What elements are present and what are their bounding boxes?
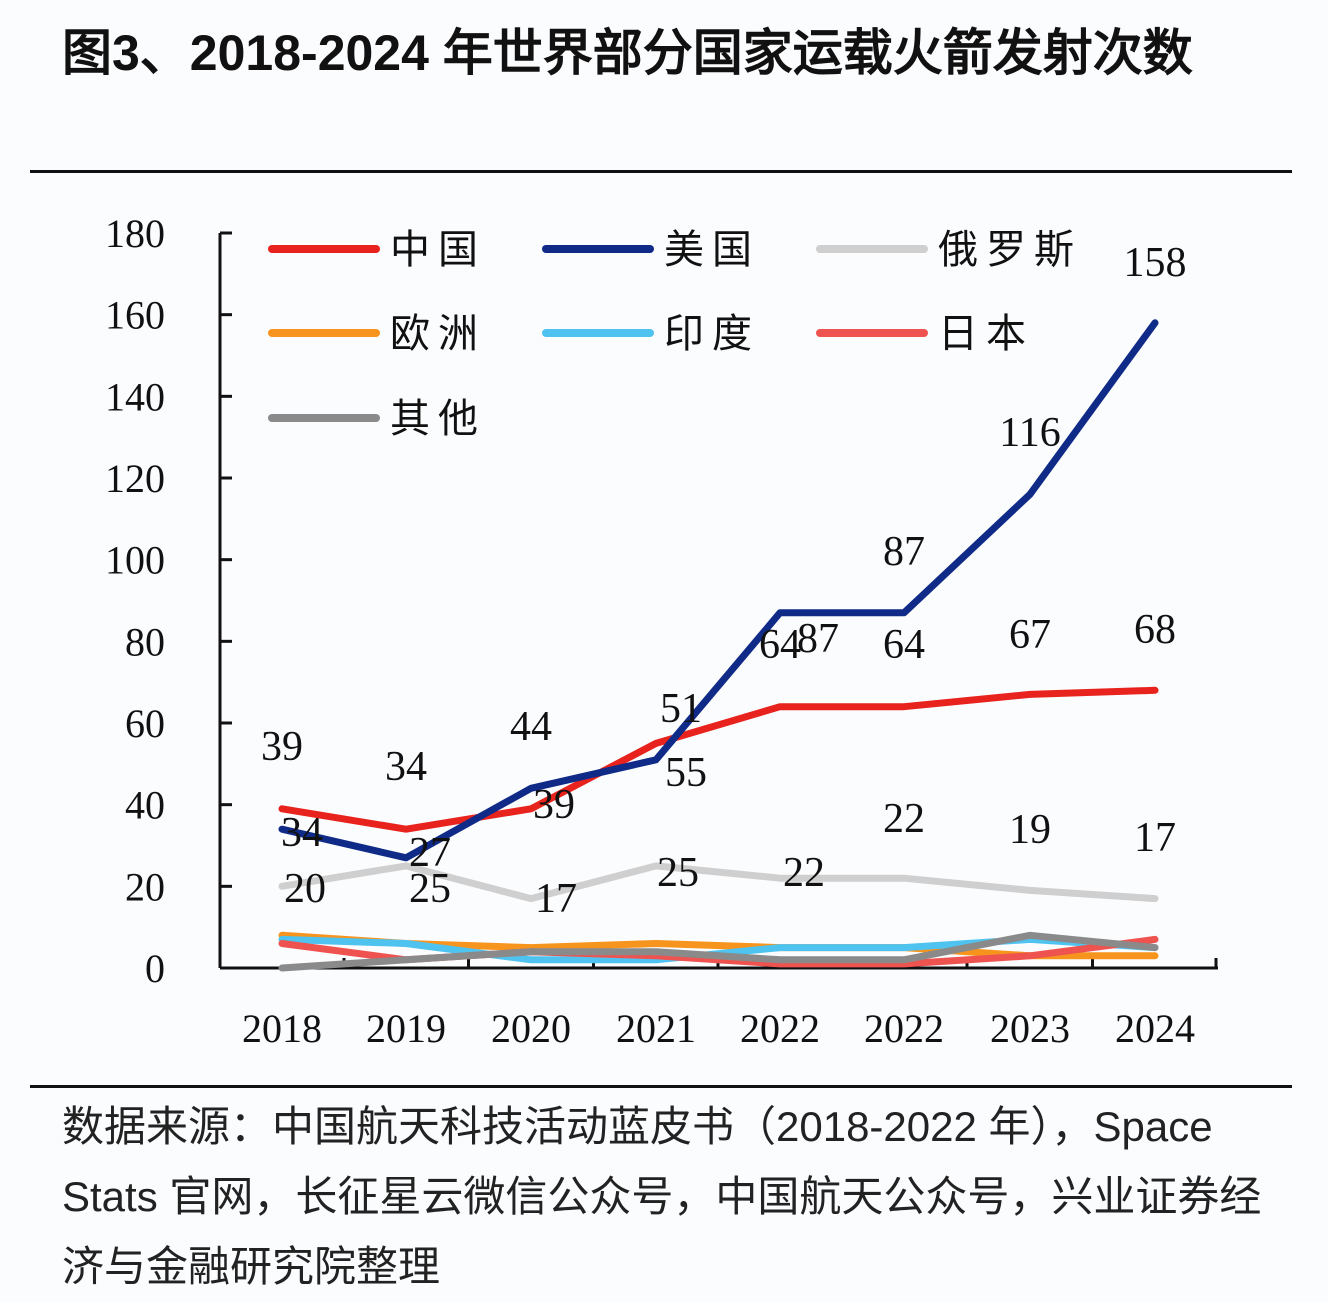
series-lines: [278, 319, 1159, 972]
data-label-russia: 25: [409, 866, 451, 912]
x-tick-label: 2022: [864, 1006, 944, 1051]
data-label-russia: 19: [1009, 807, 1051, 853]
data-label-china: 55: [665, 750, 707, 796]
series-line-3: [278, 862, 1159, 903]
data-label-russia: 17: [1134, 815, 1176, 861]
data-label-russia: 22: [783, 850, 825, 896]
x-tick-label: 2022: [740, 1006, 820, 1051]
y-tick-label: 100: [105, 538, 165, 583]
data-label-usa: 87: [797, 616, 839, 662]
data-label-usa: 34: [281, 810, 323, 856]
data-label-china: 64: [883, 622, 925, 668]
legend-label: 中国: [390, 227, 486, 273]
chart-title: 图3、2018-2024 年世界部分国家运载火箭发射次数: [62, 25, 1193, 81]
y-tick-label: 0: [145, 946, 165, 991]
data-label-china: 67: [1009, 612, 1051, 658]
data-label-china: 39: [261, 724, 303, 770]
data-label-china: 68: [1134, 607, 1176, 653]
y-tick-label: 120: [105, 456, 165, 501]
series-line-2: [278, 319, 1159, 862]
data-label-china: 64: [759, 622, 801, 668]
data-label-usa: 27: [409, 830, 451, 876]
legend-label: 俄罗斯: [938, 227, 1082, 273]
y-tick-label: 140: [105, 374, 165, 419]
data-labels: 39 34 39 55 64 64 67 68 34 27 44 51 87 87 116 158 20 25 17…: [261, 240, 1187, 922]
y-tick-label: 60: [125, 701, 165, 746]
data-label-usa: 158: [1124, 240, 1187, 286]
y-tick-label: 160: [105, 293, 165, 338]
legend-label: 日本: [938, 311, 1034, 357]
data-label-russia: 25: [657, 850, 699, 896]
data-label-usa: 44: [510, 704, 552, 750]
source-note: 数据来源：中国航天科技活动蓝皮书（2018-2022 年），Space Stat…: [62, 1103, 1262, 1290]
x-tick-label: 2020: [491, 1006, 571, 1051]
data-label-russia: 17: [535, 876, 577, 922]
data-label-usa: 51: [660, 686, 702, 732]
series-line-1: [278, 686, 1159, 833]
data-label-china: 34: [385, 744, 427, 790]
y-tick-label: 20: [125, 864, 165, 909]
x-tick-label: 2024: [1115, 1006, 1195, 1051]
x-tick-label: 2023: [990, 1006, 1070, 1051]
data-label-russia: 20: [284, 866, 326, 912]
legend-label: 欧洲: [390, 311, 486, 357]
y-tick-label: 40: [125, 783, 165, 828]
series-line-7: [278, 931, 1159, 972]
legend-label: 美国: [664, 227, 760, 273]
source-divider: [30, 1085, 1292, 1088]
data-label-usa: 87: [883, 529, 925, 575]
legend-label: 其他: [390, 396, 486, 442]
x-tick-label: 2018: [242, 1006, 322, 1051]
data-label-china: 39: [533, 782, 575, 828]
title-divider: [30, 170, 1292, 173]
data-label-russia: 22: [883, 796, 925, 842]
y-tick-label: 80: [125, 619, 165, 664]
y-tick-label: 180: [105, 211, 165, 256]
data-label-usa: 116: [999, 410, 1060, 456]
legend-label: 印度: [664, 311, 760, 357]
x-tick-label: 2021: [616, 1006, 696, 1051]
x-tick-label: 2019: [366, 1006, 446, 1051]
